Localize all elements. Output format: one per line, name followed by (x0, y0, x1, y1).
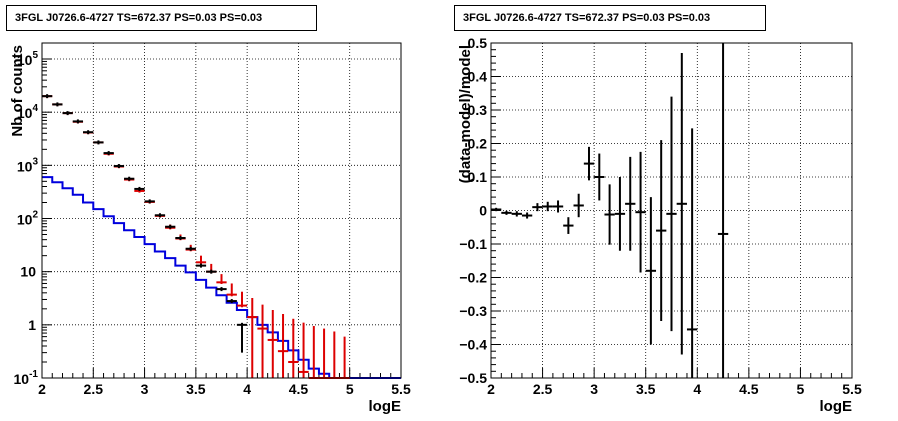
right-y-tick-label: −0.1 (459, 236, 487, 252)
right-y-tick-label: −0.3 (459, 303, 487, 319)
left-plot-frame (41, 42, 402, 379)
left-x-tick-label: 5 (346, 381, 354, 397)
left-x-tick-label: 5.5 (391, 381, 411, 397)
right-y-tick-label: 0.4 (468, 69, 488, 85)
right-y-tick-label: −0.4 (459, 337, 487, 353)
left-y-tick-label: 103 (17, 156, 39, 174)
right-y-axis-label: (data-model)/model (457, 45, 474, 183)
left-y-tick-label: 10-1 (14, 369, 39, 387)
right-x-axis-label: logE (820, 398, 853, 415)
left-x-tick-label: 2.5 (84, 381, 104, 397)
left-y-tick-label: 104 (17, 103, 39, 121)
left-x-tick-label: 3.5 (186, 381, 206, 397)
left-x-tick-label: 4.5 (289, 381, 309, 397)
right-y-tick-label: 0.3 (468, 102, 488, 118)
left-x-tick-label: 4 (243, 381, 251, 397)
right-y-tick-label: 0.1 (468, 169, 488, 185)
right-chart-title: 3FGL J0726.6-4727 TS=672.37 PS=0.03 PS=0… (454, 5, 766, 31)
left-x-axis-label: logE (369, 398, 402, 415)
right-x-tick-label: 4.5 (739, 381, 759, 397)
left-chart-title: 3FGL J0726.6-4727 TS=672.37 PS=0.03 PS=0… (6, 5, 317, 31)
right-x-tick-label: 4 (693, 381, 701, 397)
left-y-tick-label: 105 (17, 50, 39, 68)
right-plot-frame (490, 42, 853, 379)
right-x-tick-label: 3 (590, 381, 598, 397)
right-y-tick-label: 0 (479, 203, 487, 219)
right-y-tick-label: 0.2 (468, 136, 488, 152)
right-y-tick-label: −0.2 (459, 270, 487, 286)
right-y-tick-label: −0.5 (459, 370, 487, 386)
right-x-tick-label: 2.5 (533, 381, 553, 397)
left-y-axis-label: Nb of counts (9, 45, 26, 137)
right-x-tick-label: 3.5 (636, 381, 656, 397)
left-y-tick-label: 1 (28, 317, 36, 333)
left-y-tick-label: 102 (17, 210, 39, 228)
right-x-tick-label: 2 (487, 381, 495, 397)
left-x-tick-label: 3 (141, 381, 149, 397)
right-x-tick-label: 5.5 (842, 381, 862, 397)
left-x-tick-label: 2 (38, 381, 46, 397)
left-y-tick-label: 10 (20, 264, 36, 280)
right-y-tick-label: 0.5 (468, 35, 488, 51)
right-x-tick-label: 5 (797, 381, 805, 397)
